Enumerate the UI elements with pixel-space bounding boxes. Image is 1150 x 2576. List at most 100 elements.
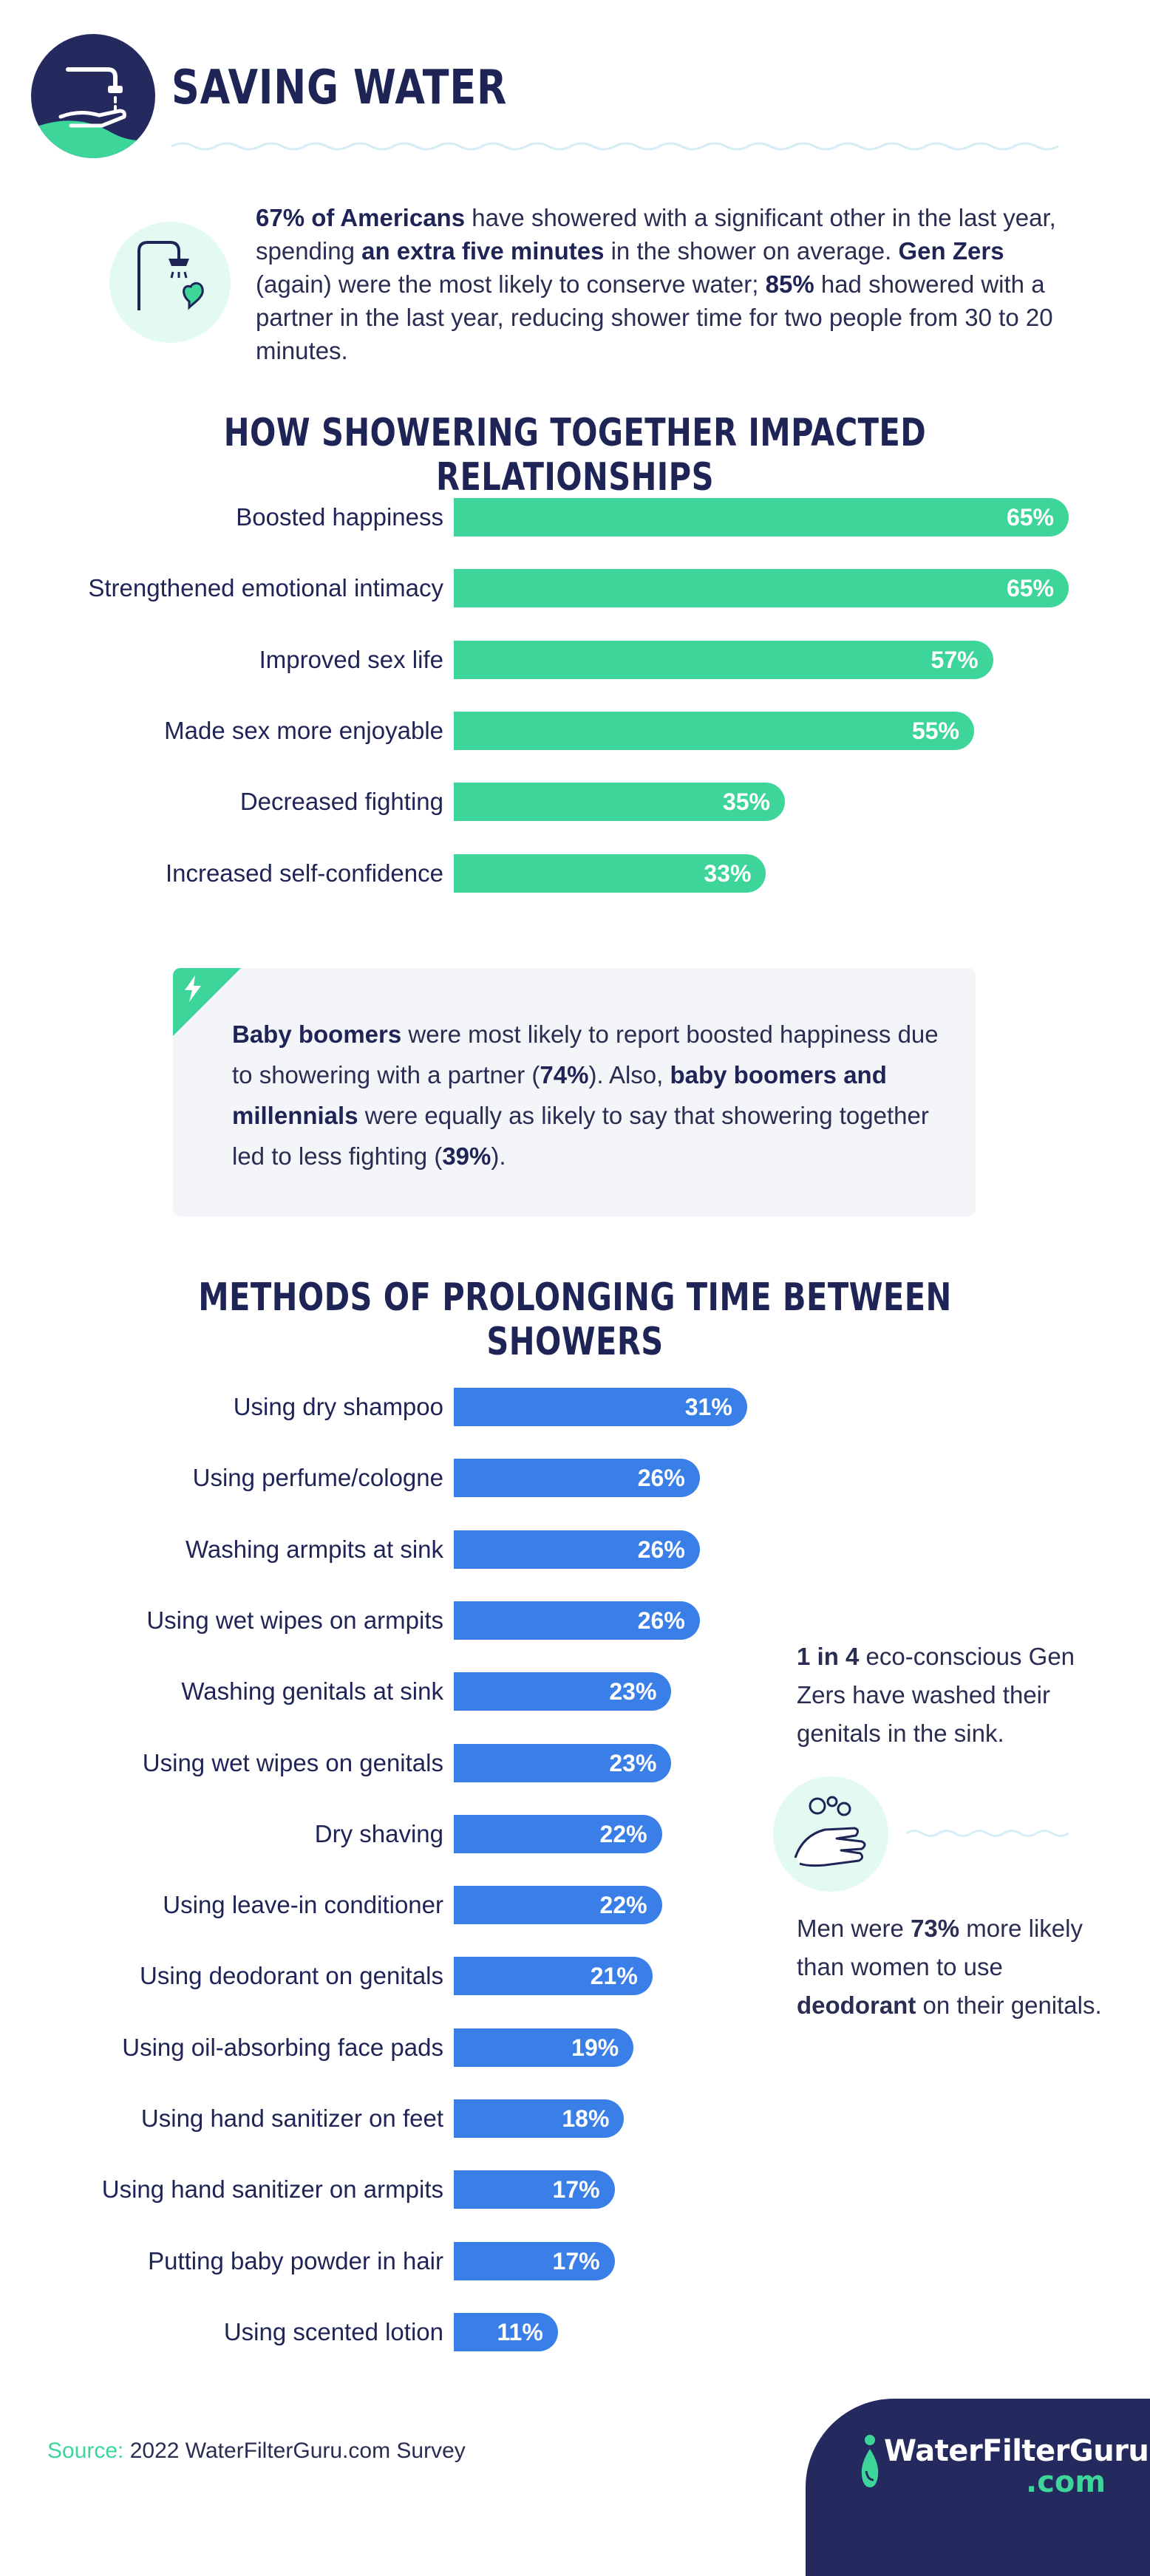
bar-row: Using wet wipes on genitals 23% xyxy=(0,1743,1150,1782)
intro-text-8: had showered with a partner in the last … xyxy=(256,270,1053,364)
wave-divider-small xyxy=(906,1830,1069,1837)
bar-value-label: 23% xyxy=(609,1749,657,1776)
bar-row: Washing armpits at sink 26% xyxy=(0,1530,1150,1569)
bar xyxy=(454,1459,700,1498)
note-gen-z: 1 in 4 eco-conscious Gen Zers have washe… xyxy=(797,1638,1107,1753)
bar-value-label: 22% xyxy=(599,1892,647,1919)
bar-category-label: Using oil-absorbing face pads xyxy=(122,2033,443,2061)
bar xyxy=(454,2099,625,2138)
bar-category-label: Using hand sanitizer on feet xyxy=(140,2105,443,2132)
bar-row: Dry shaving 22% xyxy=(0,1814,1150,1853)
person-drop-icon xyxy=(861,2435,879,2487)
intro-bold-3: an extra five minutes xyxy=(361,237,605,265)
bar-row: Boosted happiness 65% xyxy=(0,498,1150,536)
intro-bold-1: 67% of Americans xyxy=(256,204,466,231)
bar-category-label: Using dry shampoo xyxy=(233,1393,443,1420)
wave-divider xyxy=(171,142,1058,151)
bar-row: Strengthened emotional intimacy 65% xyxy=(0,569,1150,608)
note2-c: more likely than women to use xyxy=(797,1915,1083,1980)
bar xyxy=(454,1672,672,1711)
bar xyxy=(454,2312,558,2351)
intro-bold-5: Gen Zers xyxy=(898,237,1004,265)
bar-value-label: 19% xyxy=(571,2034,619,2061)
callout-text-6: were equally as likely to say that showe… xyxy=(232,1102,929,1170)
callout-bold-7: 39% xyxy=(442,1142,491,1170)
bar-category-label: Washing armpits at sink xyxy=(185,1535,443,1563)
bar xyxy=(454,640,993,679)
bar xyxy=(454,1530,700,1569)
bar xyxy=(454,498,1069,536)
callout-text-2: were most likely to report boosted happi… xyxy=(232,1020,939,1088)
bar-row: Putting baby powder in hair 17% xyxy=(0,2241,1150,2280)
hand-washing-icon xyxy=(773,1776,888,1892)
bar xyxy=(454,2241,615,2280)
bar-category-label: Dry shaving xyxy=(314,1819,443,1847)
bar-value-label: 65% xyxy=(1006,575,1054,602)
bar-row: Using leave-in conditioner 22% xyxy=(0,1886,1150,1925)
intro-text-4: in the shower on average. xyxy=(604,237,899,265)
bar-row: Using deodorant on genitals 21% xyxy=(0,1957,1150,1996)
bar-category-label: Using wet wipes on armpits xyxy=(146,1606,443,1634)
source-text: 2022 WaterFilterGuru.com Survey xyxy=(123,2439,466,2463)
bar-value-label: 22% xyxy=(599,1820,647,1847)
bar-category-label: Made sex more enjoyable xyxy=(164,716,443,744)
note1-bold: 1 in 4 xyxy=(797,1643,860,1670)
bar-category-label: Boosted happiness xyxy=(236,503,443,531)
faucet-hand-icon xyxy=(31,34,155,158)
bar-value-label: 26% xyxy=(637,1536,685,1563)
bar xyxy=(454,1957,653,1996)
intro-bold-7: 85% xyxy=(765,270,814,298)
intro-text-6: (again) were the most likely to conserve… xyxy=(256,270,766,298)
bar xyxy=(454,2028,634,2067)
bar-value-label: 35% xyxy=(722,788,770,816)
bar-value-label: 33% xyxy=(704,859,752,887)
bar-value-label: 23% xyxy=(609,1678,657,1706)
bar-row: Made sex more enjoyable 55% xyxy=(0,711,1150,750)
bar-category-label: Using deodorant on genitals xyxy=(140,1962,443,1990)
callout-text-4: ). Also, xyxy=(588,1061,670,1088)
bar xyxy=(454,569,1069,608)
logo-name: WaterFilterGuru xyxy=(884,2434,1149,2468)
bar-row: Improved sex life 57% xyxy=(0,640,1150,679)
bar-value-label: 17% xyxy=(552,2176,600,2204)
bar xyxy=(454,1886,662,1925)
intro-text: 67% of Americans have showered with a si… xyxy=(256,201,1061,367)
callout-box: Baby boomers were most likely to report … xyxy=(173,968,976,1216)
bar-value-label: 26% xyxy=(637,1606,685,1634)
shower-heart-icon xyxy=(109,222,231,343)
note2-a: Men were xyxy=(797,1915,911,1942)
source-note: Source: 2022 WaterFilterGuru.com Survey xyxy=(47,2439,466,2464)
bar xyxy=(454,711,974,750)
page-title: SAVING WATER xyxy=(171,61,508,115)
bar xyxy=(454,1743,672,1782)
note2-b: 73% xyxy=(911,1915,960,1942)
note-deodorant: Men were 73% more likely than women to u… xyxy=(797,1909,1107,2025)
bar-category-label: Using scented lotion xyxy=(223,2317,443,2345)
bar xyxy=(454,1601,700,1640)
bar-category-label: Increased self-confidence xyxy=(165,859,443,887)
callout-text-8: ). xyxy=(491,1142,506,1170)
bar-value-label: 65% xyxy=(1006,504,1054,531)
chart-2-title: METHODS OF PROLONGING TIME BETWEEN SHOWE… xyxy=(198,1275,952,1364)
bar-row: Using oil-absorbing face pads 19% xyxy=(0,2028,1150,2067)
bar-row: Using hand sanitizer on feet 18% xyxy=(0,2099,1150,2138)
note2-d: deodorant xyxy=(797,1991,916,2019)
chart-1-title: HOW SHOWERING TOGETHER IMPACTED RELATION… xyxy=(223,411,927,500)
bar xyxy=(454,853,766,893)
bar-value-label: 31% xyxy=(684,1394,732,1420)
bar-category-label: Using wet wipes on genitals xyxy=(142,1748,443,1776)
callout-text: Baby boomers were most likely to report … xyxy=(232,1014,942,1176)
logo-suffix: .com xyxy=(1026,2465,1106,2499)
callout-bold-1: Baby boomers xyxy=(232,1020,402,1048)
bar-category-label: Using perfume/cologne xyxy=(192,1464,443,1492)
bar-row: Using dry shampoo 31% xyxy=(0,1388,1150,1426)
bar-value-label: 55% xyxy=(911,717,959,744)
bar-row: Using wet wipes on armpits 26% xyxy=(0,1601,1150,1640)
bar-category-label: Using leave-in conditioner xyxy=(163,1891,443,1919)
source-label: Source: xyxy=(47,2439,124,2463)
bar-category-label: Improved sex life xyxy=(259,645,443,673)
bar-value-label: 57% xyxy=(930,646,979,673)
bar-row: Washing genitals at sink 23% xyxy=(0,1672,1150,1711)
callout-corner xyxy=(173,968,241,1036)
bar-value-label: 18% xyxy=(562,2105,610,2132)
